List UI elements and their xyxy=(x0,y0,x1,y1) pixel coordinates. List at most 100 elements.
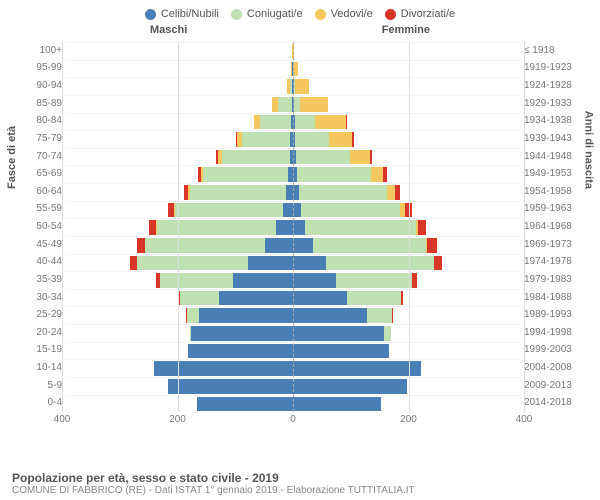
bar-male xyxy=(0,238,293,253)
bar-female xyxy=(293,273,600,288)
bar-segment xyxy=(387,185,395,200)
bar-male xyxy=(0,132,293,147)
bar-segment xyxy=(145,238,264,253)
bar-segment xyxy=(367,308,393,323)
bar-segment xyxy=(297,167,371,182)
bar-segment xyxy=(384,326,391,341)
bar-male xyxy=(0,97,293,112)
age-row: 60-641954-1958 xyxy=(20,183,580,201)
bar-segment xyxy=(293,379,407,394)
bar-segment xyxy=(157,220,276,235)
bar-female xyxy=(293,132,600,147)
bar-male xyxy=(0,256,293,271)
bar-segment xyxy=(401,291,403,306)
grid-line xyxy=(178,42,179,412)
bar-segment xyxy=(199,308,293,323)
bar-segment xyxy=(427,238,436,253)
bar-segment xyxy=(293,326,384,341)
age-row: 10-142004-2008 xyxy=(20,359,580,377)
bar-segment xyxy=(175,203,283,218)
age-row: 25-291989-1993 xyxy=(20,306,580,324)
bar-segment xyxy=(222,150,290,165)
bar-segment xyxy=(296,150,350,165)
legend: Celibi/Nubili Coniugati/e Vedovi/e Divorzia… xyxy=(0,0,600,24)
bar-female xyxy=(293,115,600,130)
bar-segment xyxy=(276,220,293,235)
bar-segment xyxy=(350,150,370,165)
bar-male xyxy=(0,79,293,94)
bar-segment xyxy=(383,167,387,182)
grid-line xyxy=(62,42,63,412)
age-row: 90-941924-1928 xyxy=(20,77,580,95)
bar-male xyxy=(0,344,293,359)
bar-segment xyxy=(293,203,301,218)
age-row: 65-691949-1953 xyxy=(20,165,580,183)
bar-segment xyxy=(187,308,199,323)
header-male: Maschi xyxy=(150,24,187,36)
bar-segment xyxy=(286,185,293,200)
bar-segment xyxy=(265,238,293,253)
legend-item: Vedovi/e xyxy=(315,8,373,20)
grid-line xyxy=(524,42,525,412)
bar-segment xyxy=(293,361,421,376)
bar-segment xyxy=(197,397,293,412)
age-row: 85-891929-1933 xyxy=(20,95,580,113)
footer-title: Popolazione per età, sesso e stato civil… xyxy=(12,471,588,485)
bar-segment xyxy=(336,273,413,288)
age-row: 50-541964-1968 xyxy=(20,218,580,236)
bar-female xyxy=(293,167,600,182)
age-row: 40-441974-1978 xyxy=(20,254,580,272)
bar-segment xyxy=(326,256,434,271)
bar-female xyxy=(293,344,600,359)
bar-segment xyxy=(180,291,220,306)
legend-item: Divorziati/e xyxy=(385,8,455,20)
age-row: 100+≤ 1918 xyxy=(20,42,580,60)
age-row: 95-991919-1923 xyxy=(20,60,580,78)
age-row: 75-791939-1943 xyxy=(20,130,580,148)
age-row: 15-191999-2003 xyxy=(20,342,580,360)
bar-male xyxy=(0,291,293,306)
bar-segment xyxy=(346,115,347,130)
bar-male xyxy=(0,115,293,130)
x-tick: 200 xyxy=(400,414,417,425)
bar-male xyxy=(0,379,293,394)
bar-segment xyxy=(248,256,293,271)
bar-female xyxy=(293,44,600,59)
bar-segment xyxy=(352,132,354,147)
bar-female xyxy=(293,220,600,235)
x-tick: 0 xyxy=(290,414,296,425)
legend-label: Celibi/Nubili xyxy=(161,8,219,20)
legend-swatch xyxy=(315,9,326,20)
legend-label: Divorziati/e xyxy=(401,8,455,20)
bar-male xyxy=(0,308,293,323)
bar-segment xyxy=(154,361,293,376)
bar-female xyxy=(293,203,600,218)
bar-segment xyxy=(190,185,286,200)
bar-segment xyxy=(293,308,367,323)
bar-segment xyxy=(160,273,234,288)
bar-female xyxy=(293,291,600,306)
bar-male xyxy=(0,220,293,235)
legend-label: Coniugati/e xyxy=(247,8,303,20)
bar-segment xyxy=(395,185,400,200)
age-row: 55-591959-1963 xyxy=(20,201,580,219)
bar-segment xyxy=(295,132,329,147)
bar-segment xyxy=(203,167,288,182)
bar-segment xyxy=(293,344,389,359)
bar-segment xyxy=(191,326,293,341)
bar-segment xyxy=(233,273,293,288)
bar-segment xyxy=(219,291,293,306)
bar-segment xyxy=(301,203,400,218)
bar-female xyxy=(293,256,600,271)
age-row: 70-741944-1948 xyxy=(20,148,580,166)
bar-female xyxy=(293,150,600,165)
bar-male xyxy=(0,397,293,412)
bar-segment xyxy=(305,220,416,235)
bar-female xyxy=(293,238,600,253)
x-tick: 400 xyxy=(516,414,533,425)
bar-segment xyxy=(168,379,293,394)
bar-female xyxy=(293,97,600,112)
age-row: 20-241994-1998 xyxy=(20,324,580,342)
x-axis-ticks: 4002000200400 xyxy=(62,414,524,428)
bar-segment xyxy=(293,220,305,235)
